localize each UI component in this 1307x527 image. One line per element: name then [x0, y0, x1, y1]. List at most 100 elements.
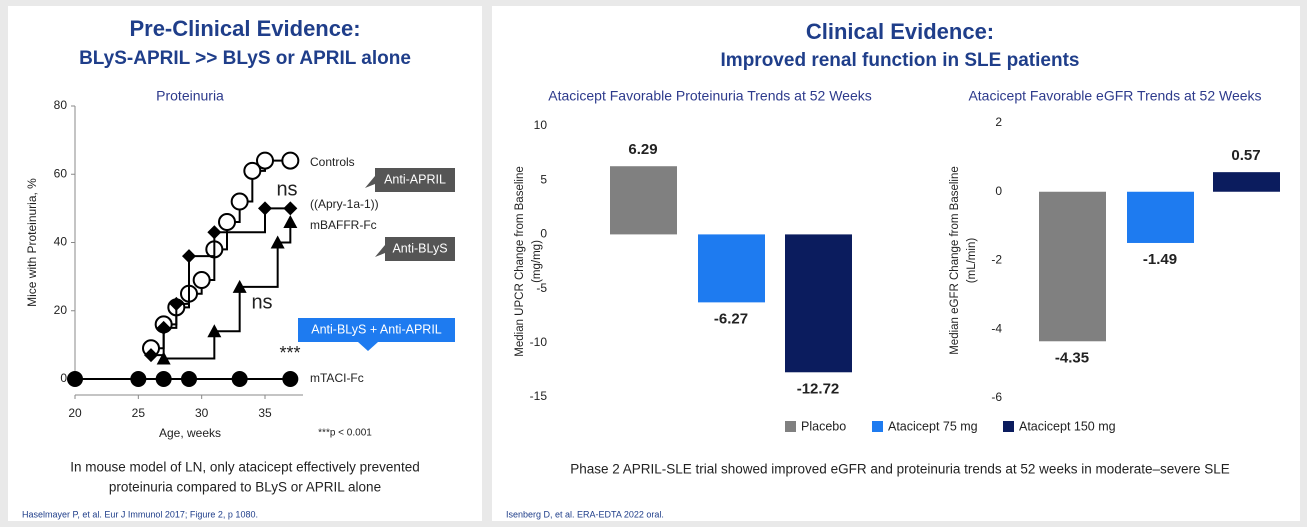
- y-tick-label: 10: [534, 118, 548, 132]
- y-tick-label: 40: [54, 235, 68, 249]
- legend-swatch: [1003, 421, 1014, 432]
- x-tick-label: 30: [195, 406, 209, 420]
- annotation: ***p < 0.001: [318, 428, 372, 439]
- x-tick-label: 20: [68, 406, 82, 420]
- y-tick-label: -6: [991, 390, 1002, 404]
- callout-text: Anti-BLyS: [392, 241, 447, 255]
- legend-label: Placebo: [801, 419, 846, 433]
- value-label: -6.27: [714, 310, 748, 327]
- left-caption: proteinuria compared to BLyS or APRIL al…: [109, 480, 381, 495]
- y-tick-label: -4: [991, 321, 1002, 335]
- y-tick-label: 5: [540, 172, 547, 186]
- bar: [1039, 191, 1106, 342]
- marker: [181, 371, 197, 387]
- y-tick-label: 0: [995, 184, 1002, 198]
- legend-swatch: [872, 421, 883, 432]
- right-reference: Isenberg D, et al. ERA-EDTA 2022 oral.: [506, 509, 664, 519]
- annotation: ns: [276, 178, 297, 200]
- right-panel: [492, 6, 1300, 521]
- marker: [218, 213, 236, 232]
- marker: [243, 161, 262, 180]
- chart-title: Atacicept Favorable eGFR Trends at 52 We…: [968, 88, 1261, 104]
- marker: [256, 151, 274, 170]
- bar: [785, 234, 852, 373]
- series-label: mTACI-Fc: [310, 371, 364, 385]
- right-subtitle: Improved renal function in SLE patients: [721, 50, 1080, 71]
- y-tick-label: -2: [991, 253, 1002, 267]
- value-label: -12.72: [797, 380, 840, 397]
- marker: [231, 371, 248, 387]
- left-subtitle: BLyS-APRIL >> BLyS or APRIL alone: [79, 48, 411, 69]
- left-reference: Haselmayer P, et al. Eur J Immunol 2017;…: [22, 509, 258, 519]
- y-axis-label: Median UPCR Change from Baseline: [514, 166, 526, 356]
- legend-label: Atacicept 75 mg: [888, 419, 978, 433]
- y-axis-label: (mg/mg): [531, 240, 543, 283]
- marker: [281, 151, 300, 170]
- marker: [156, 320, 171, 335]
- legend-swatch: [785, 421, 796, 432]
- marker: [144, 348, 158, 363]
- right-caption: Phase 2 APRIL-SLE trial showed improved …: [570, 462, 1230, 477]
- bar: [610, 166, 677, 235]
- chart-title: Atacicept Favorable Proteinuria Trends a…: [548, 88, 871, 104]
- marker: [207, 324, 222, 338]
- x-tick-label: 25: [132, 406, 146, 420]
- y-tick-label: -5: [536, 281, 547, 295]
- marker: [67, 371, 83, 387]
- marker: [232, 279, 247, 293]
- y-axis-label: Mice with Proteinuria, %: [25, 178, 39, 307]
- marker: [130, 371, 147, 387]
- callout-box: [385, 237, 455, 261]
- marker: [156, 351, 171, 365]
- marker: [270, 235, 285, 249]
- left-title: Pre-Clinical Evidence:: [129, 16, 360, 41]
- y-axis-label: Median eGFR Change from Baseline: [949, 166, 961, 355]
- bar: [1213, 172, 1280, 192]
- marker: [182, 249, 196, 264]
- x-tick-label: 35: [258, 406, 272, 420]
- callout-box: [375, 168, 455, 192]
- y-tick-label: 80: [54, 98, 68, 112]
- callout-pointer: [375, 245, 385, 257]
- annotation: ns: [251, 291, 272, 313]
- annotation: ***: [279, 343, 300, 363]
- chart-title: Proteinuria: [156, 88, 224, 104]
- y-axis-label: (mL/min): [966, 238, 978, 284]
- callout-box: [298, 318, 455, 342]
- series-label: mBAFFR-Fc: [310, 218, 377, 232]
- series-label: ((Apry-1a-1)): [310, 197, 379, 211]
- y-tick-label: 0: [60, 371, 67, 385]
- right-title: Clinical Evidence:: [806, 19, 994, 44]
- marker: [155, 371, 172, 387]
- marker: [230, 192, 249, 211]
- value-label: 6.29: [628, 141, 657, 158]
- callout-pointer: [365, 176, 375, 188]
- y-tick-label: -15: [530, 389, 548, 403]
- x-axis-label: Age, weeks: [159, 426, 221, 440]
- left-caption: In mouse model of LN, only atacicept eff…: [70, 460, 419, 475]
- marker: [169, 296, 184, 311]
- y-tick-label: 20: [54, 303, 68, 317]
- callout-text: Anti-BLyS + Anti-APRIL: [311, 322, 442, 336]
- marker: [207, 225, 222, 240]
- callout-text: Anti-APRIL: [384, 172, 446, 186]
- y-tick-label: 2: [995, 115, 1002, 129]
- legend-label: Atacicept 150 mg: [1019, 419, 1116, 433]
- bar: [698, 234, 765, 303]
- marker: [192, 271, 211, 290]
- y-tick-label: 0: [540, 227, 547, 241]
- marker: [258, 201, 272, 216]
- value-label: -1.49: [1143, 251, 1177, 268]
- y-tick-label: 60: [54, 166, 68, 180]
- marker: [283, 215, 298, 229]
- y-tick-label: -10: [530, 335, 548, 349]
- marker: [283, 201, 298, 216]
- bar: [1127, 191, 1194, 243]
- callout-pointer: [358, 342, 378, 351]
- marker: [282, 371, 299, 387]
- value-label: -4.35: [1055, 349, 1089, 366]
- left-panel: [8, 6, 482, 521]
- value-label: 0.57: [1231, 147, 1260, 164]
- series-label: Controls: [310, 155, 355, 169]
